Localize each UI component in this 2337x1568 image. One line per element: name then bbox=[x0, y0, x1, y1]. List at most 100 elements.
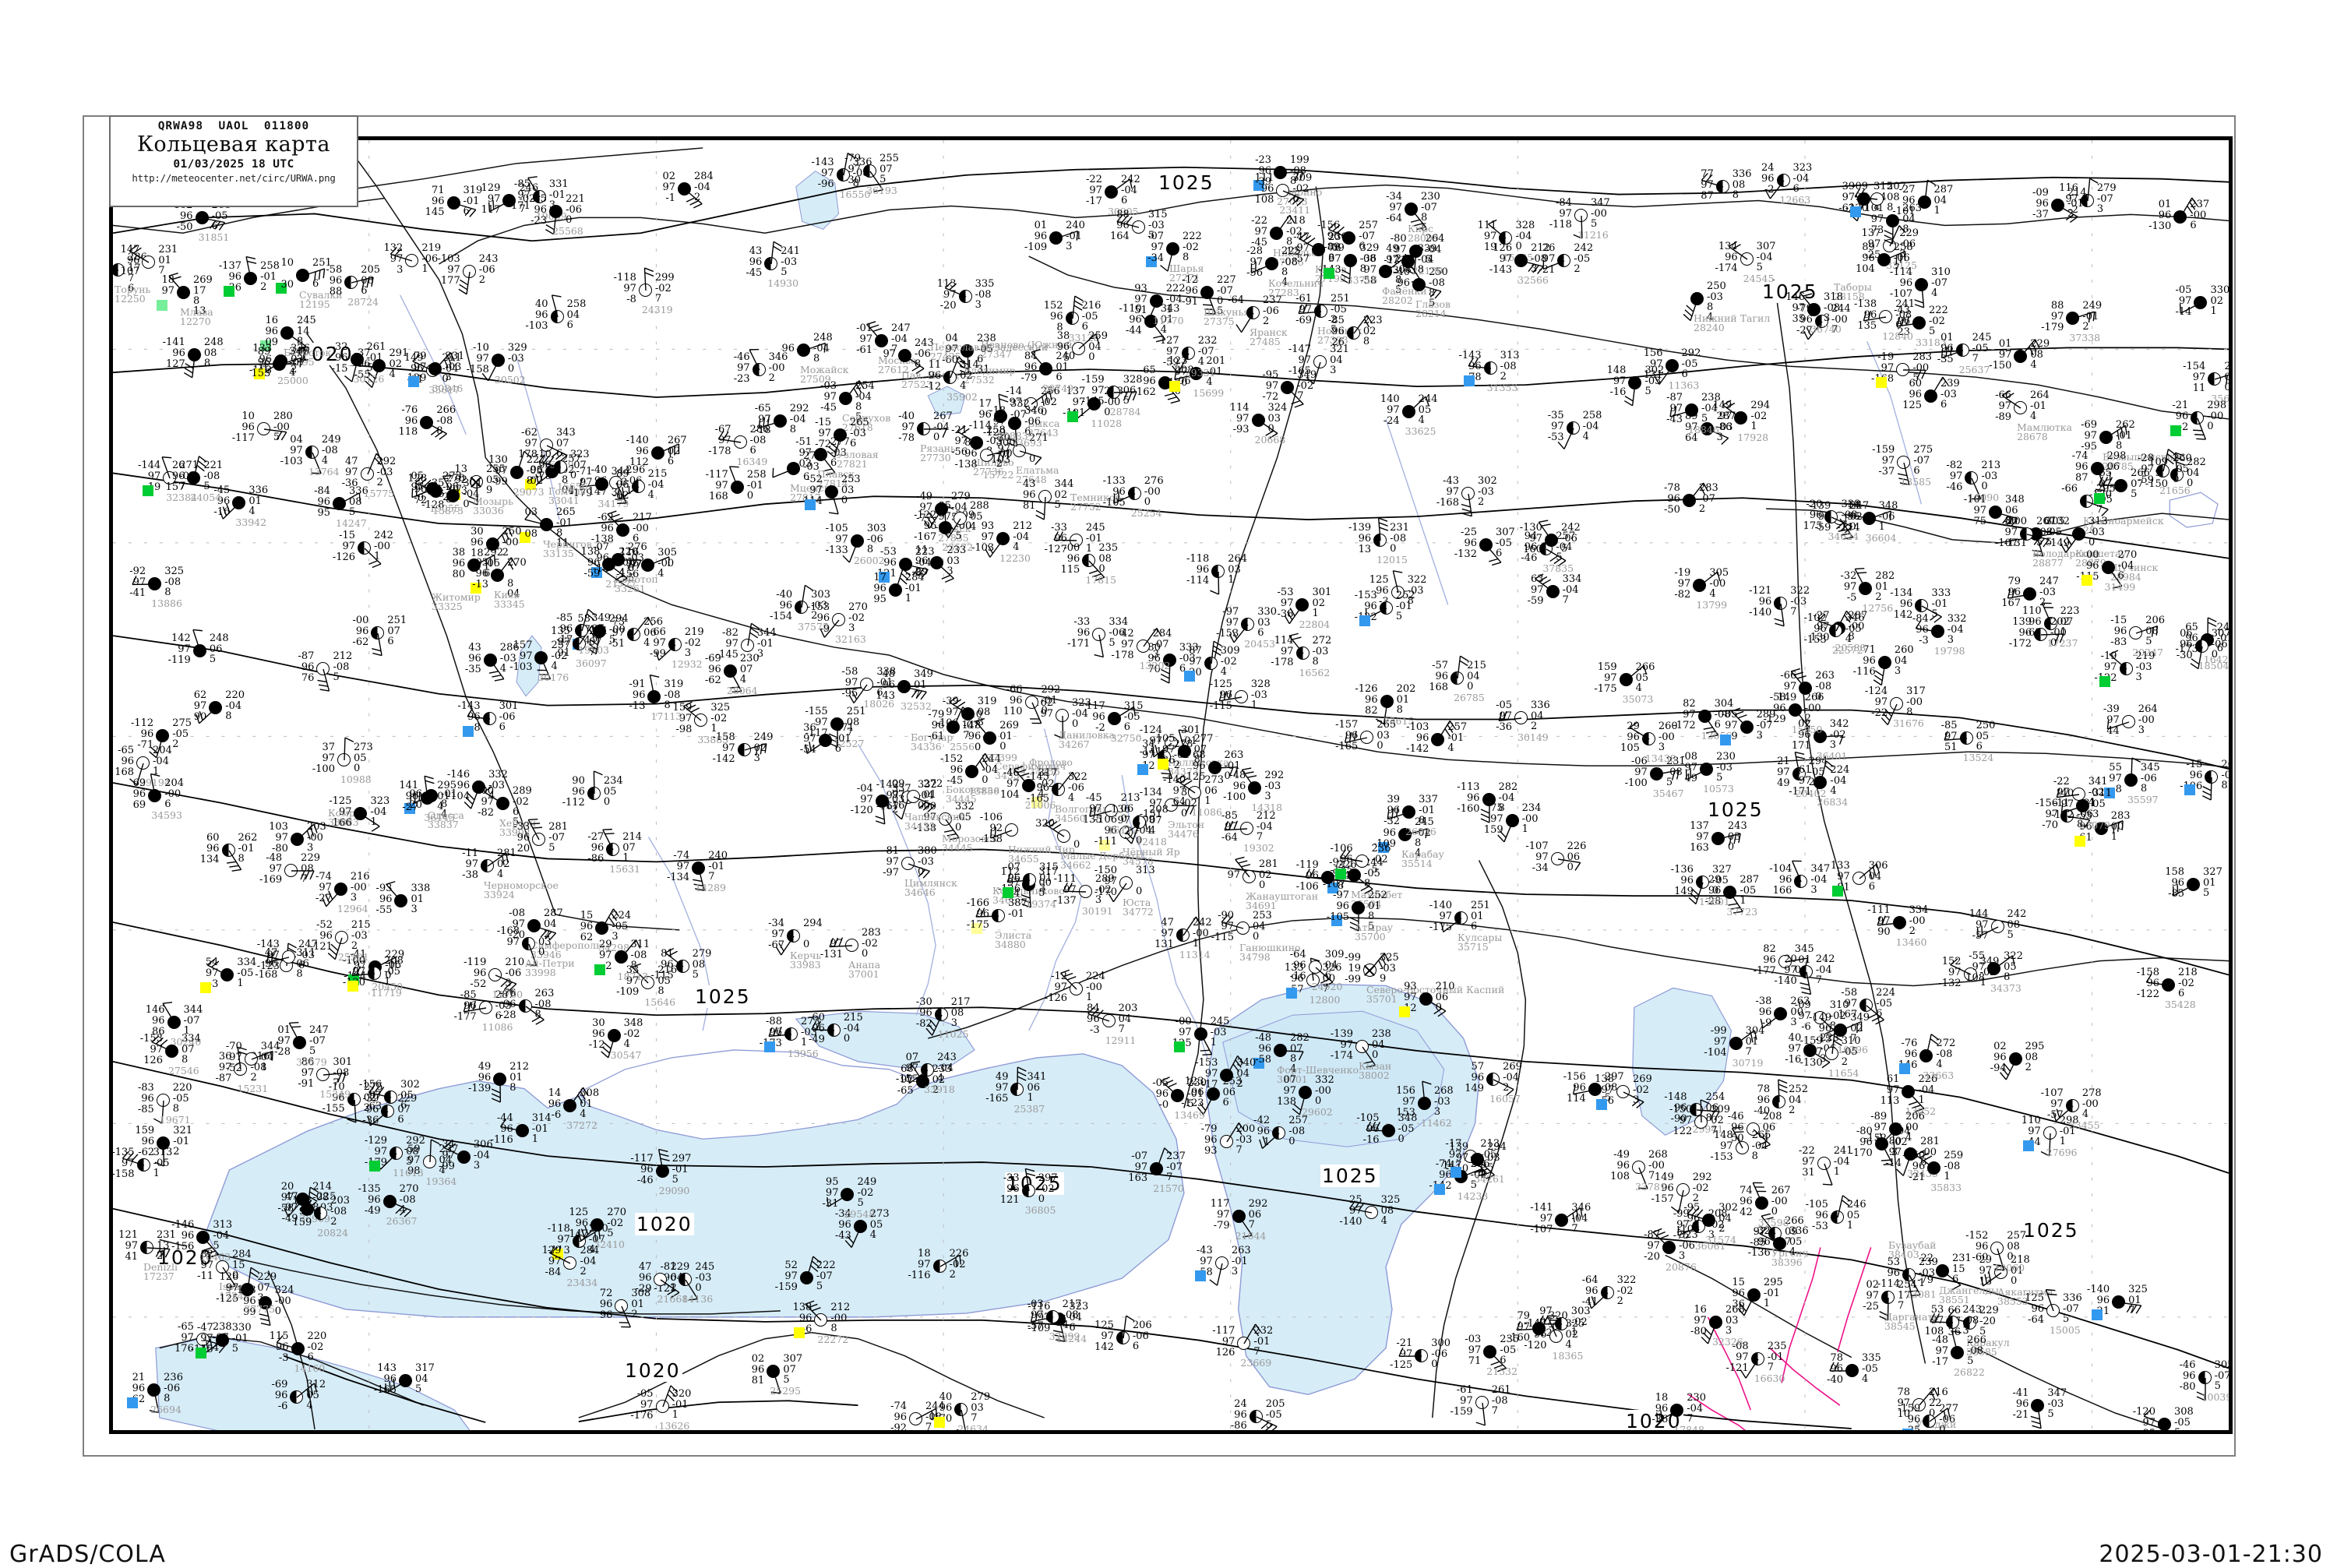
station-plot[interactable]: -129-1799729208511613 bbox=[390, 1147, 403, 1160]
station-plot[interactable]: -15-10696268-008 bbox=[2205, 770, 2218, 784]
station-plot[interactable]: -07-12696315013 bbox=[1023, 873, 1036, 886]
station-plot[interactable]: -59989723704419364 bbox=[423, 1155, 436, 1168]
station-plot[interactable]: 40-1709627903724634 bbox=[954, 1403, 968, 1416]
station-plot[interactable]: -52-11497253030 bbox=[825, 485, 838, 499]
station-plot[interactable]: -47-14597330-015 bbox=[216, 1334, 229, 1347]
station-plot[interactable]: -19-12297219-033 bbox=[2120, 662, 2133, 675]
station-plot[interactable]: 87-2097309-024 bbox=[1204, 657, 1218, 670]
station-plot[interactable]: -140-2196325017 bbox=[2112, 1295, 2125, 1309]
